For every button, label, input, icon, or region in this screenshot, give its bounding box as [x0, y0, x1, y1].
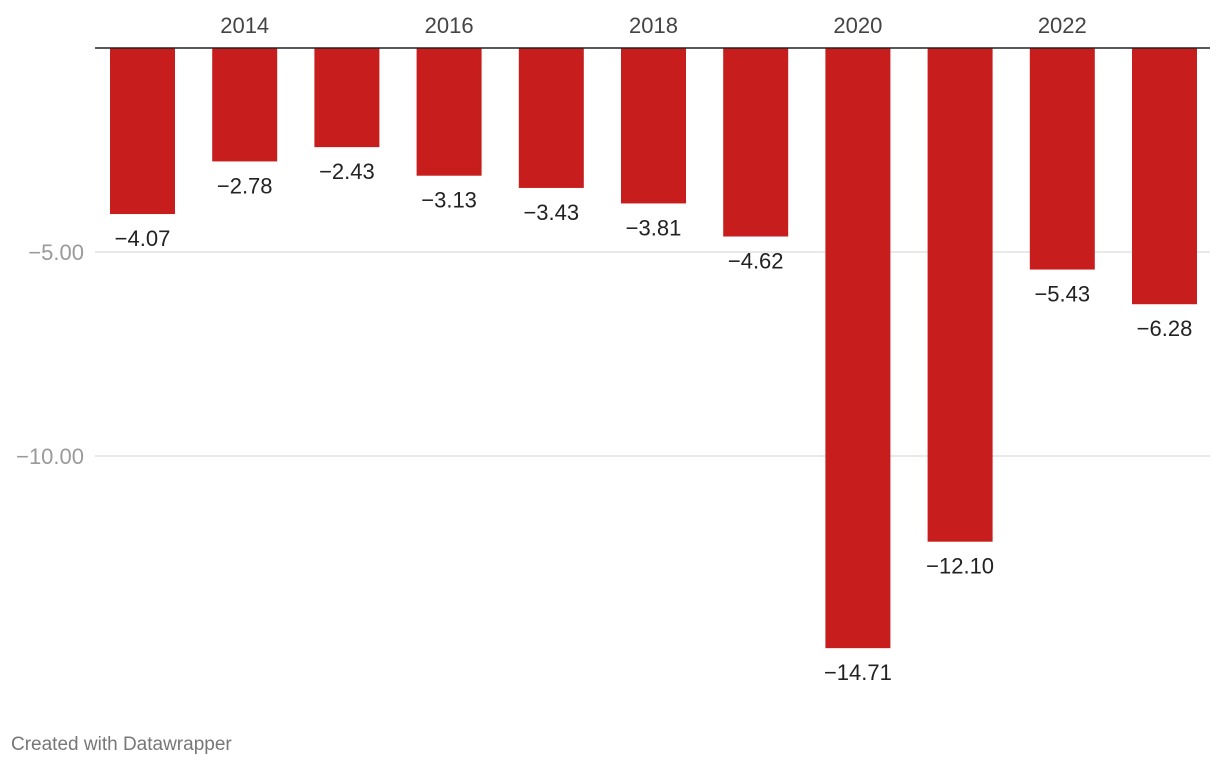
bar-2018	[621, 48, 686, 204]
value-label-2022: −5.43	[1034, 282, 1090, 307]
bar-2020	[825, 48, 891, 649]
bar-2014	[212, 48, 278, 162]
value-label-2013: −4.07	[115, 226, 171, 251]
x-axis-labels: 2014 2016 2018 2020 2022	[220, 13, 1087, 38]
y-axis-labels: −5.00 −10.00	[16, 240, 84, 469]
bar-2019	[723, 48, 789, 237]
bars	[110, 48, 1197, 649]
x-tick-label-2018: 2018	[629, 13, 678, 38]
y-tick-label: −10.00	[16, 444, 84, 469]
value-label-2018: −3.81	[626, 215, 682, 240]
value-label-2020: −14.71	[824, 660, 892, 685]
bar-2013	[110, 48, 175, 215]
value-label-2017: −3.43	[523, 200, 579, 225]
value-label-2016: −3.13	[421, 188, 477, 213]
value-label-2021: −12.10	[926, 554, 994, 579]
value-labels: −4.07 −2.78 −2.43 −3.13 −3.43 −3.81 −4.62 −14.7…	[115, 159, 1193, 685]
gridlines	[95, 251, 1210, 457]
y-tick-label: −5.00	[28, 240, 84, 265]
bar-2023	[1132, 48, 1197, 305]
bar-2015	[314, 48, 380, 148]
value-label-2015: −2.43	[319, 159, 375, 184]
x-tick-label-2014: 2014	[220, 13, 269, 38]
bar-chart: −5.00 −10.00 −4.07 −2.78 −2.43 −3.13 −3.43 −3.…	[16, 13, 1210, 685]
value-label-2014: −2.78	[217, 173, 273, 198]
x-tick-label-2020: 2020	[833, 13, 882, 38]
bar-2016	[416, 48, 482, 176]
footer-credit: Created with Datawrapper	[11, 734, 232, 755]
bar-2017	[518, 48, 584, 188]
x-tick-label-2016: 2016	[425, 13, 474, 38]
bar-2021	[927, 48, 993, 542]
value-label-2023: −6.28	[1137, 316, 1193, 341]
value-label-2019: −4.62	[728, 248, 784, 273]
bar-2022	[1029, 48, 1095, 270]
x-tick-label-2022: 2022	[1038, 13, 1087, 38]
